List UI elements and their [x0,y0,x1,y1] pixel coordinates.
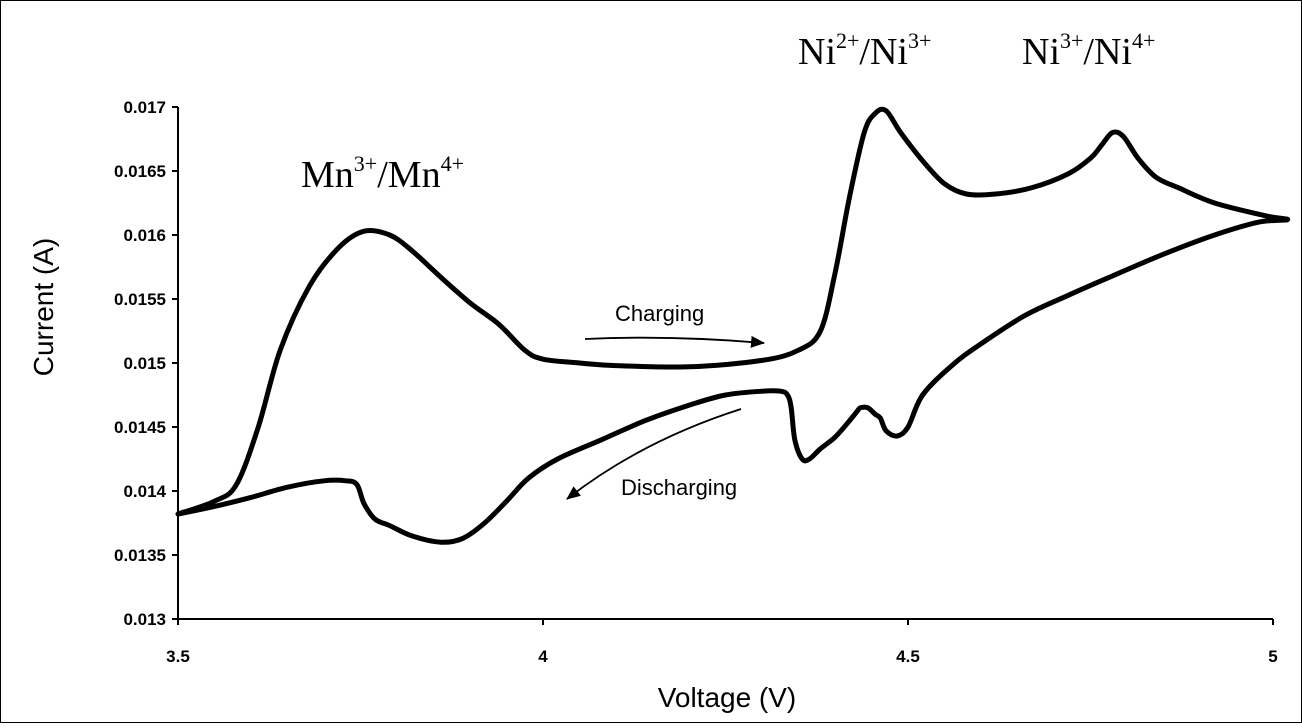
y-tick-label: 0.015 [123,354,166,373]
ni34-peak-label: Ni3+/Ni4+ [1022,28,1155,73]
y-tick-label: 0.014 [123,482,166,501]
y-tick-label: 0.0145 [114,418,166,437]
y-tick-label: 0.0165 [114,162,166,181]
mn-peak-label: Mn3+/Mn4+ [301,151,464,196]
x-tick-label: 5 [1268,647,1277,666]
cv-curve [175,106,1291,545]
charging-label: Charging [615,301,704,326]
y-tick-label: 0.0135 [114,546,166,565]
charging-arrow [584,335,765,348]
x-axis: 3.5 4 4.5 5 [166,618,1278,666]
series-layer [175,106,1291,545]
y-tick-label: 0.0155 [114,290,166,309]
discharging-label: Discharging [621,475,737,500]
x-tick-label: 4.5 [896,647,920,666]
x-tick-label: 4 [538,647,548,666]
y-axis: 0.013 0.0135 0.014 0.0145 0.015 0.0155 0.016 0.… [114,98,179,629]
x-axis-title: Voltage (V) [658,682,797,713]
y-axis-title: Current (A) [28,238,59,376]
y-tick-label: 0.017 [123,98,166,117]
y-tick-label: 0.013 [123,610,166,629]
discharging-arrow [566,408,742,500]
x-tick-label: 3.5 [166,647,190,666]
y-tick-label: 0.016 [123,226,166,245]
ni23-peak-label: Ni2+/Ni3+ [798,28,931,73]
